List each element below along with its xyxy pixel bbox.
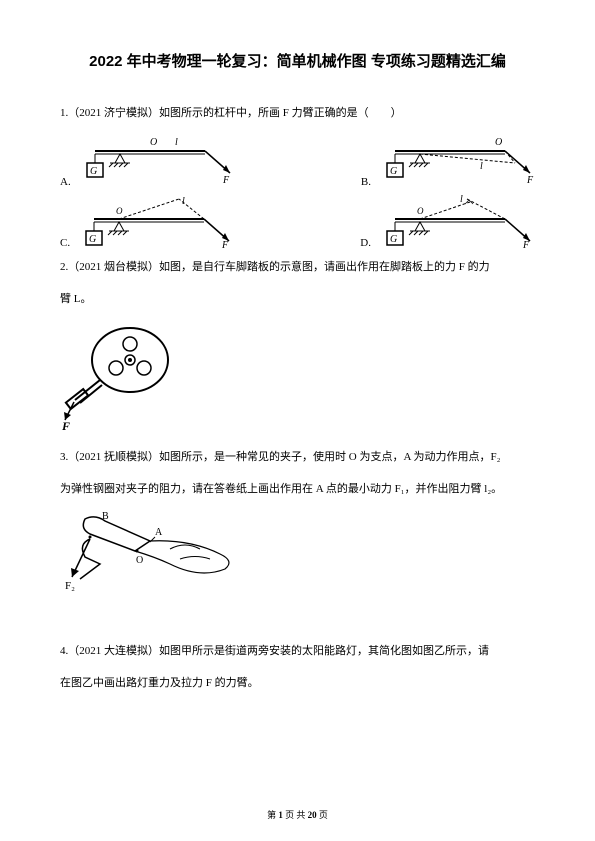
svg-text:O: O [150,137,157,148]
svg-text:l: l [480,161,483,172]
svg-text:G: G [89,234,96,245]
q1-diagram-d: G F l O [375,194,535,249]
svg-text:F₂: F₂ [65,580,75,592]
q1-options-row1: A. O l G F [60,133,535,188]
q3-diagram: F₂ B A O [60,509,535,609]
page-title: 2022 年中考物理一轮复习：简单机械作图 专项练习题精选汇编 [60,50,535,71]
q1-diagram-a: O l G F [75,133,235,188]
q1-option-b: B. G O F [361,133,535,188]
svg-text:B: B [102,511,109,522]
svg-text:G: G [390,166,397,177]
q2-diagram: F [60,320,535,430]
svg-text:O: O [495,137,502,148]
q1-option-c: C. G F [60,194,234,249]
svg-text:G: G [390,234,397,245]
q2-text1: 2.（2021 烟台模拟）如图，是自行车脚踏板的示意图，请画出作用在脚踏板上的力… [60,255,535,279]
svg-text:F: F [61,419,70,430]
svg-text:A: A [155,527,163,538]
q1-text: 1.（2021 济宁模拟）如图所示的杠杆中，所画 F 力臂正确的是（ ） [60,101,535,125]
q4-text2: 在图乙中画出路灯重力及拉力 F 的力臂。 [60,671,535,695]
q1-label-b: B. [361,176,371,188]
q1-label-d: D. [360,237,371,249]
svg-text:l: l [460,194,463,205]
svg-text:O: O [417,206,424,216]
svg-text:O: O [136,555,143,566]
q1-diagram-b: G O F l [375,133,535,188]
page-footer: 第 1 页 共 20 页 [0,808,595,821]
q1-diagram-c: G F l O [74,194,234,249]
svg-text:l: l [175,137,178,148]
q4-text1: 4.（2021 大连模拟）如图甲所示是街道两旁安装的太阳能路灯，其简化图如图乙所… [60,639,535,663]
q2-text2: 臂 L。 [60,287,535,311]
q3-text2: 为弹性钢圈对夹子的阻力，请在答卷纸上画出作用在 A 点的最小动力 F₁，并作出阻… [60,477,535,501]
q1-option-d: D. G F [360,194,535,249]
svg-text:F: F [222,175,230,186]
svg-text:l: l [182,196,185,207]
svg-text:O: O [116,206,123,216]
q3-text1: 3.（2021 抚顺模拟）如图所示，是一种常见的夹子，使用时 O 为支点，A 为… [60,445,535,469]
svg-text:F: F [526,175,534,186]
q1-options-row2: C. G F [60,194,535,249]
q1-label-a: A. [60,176,71,188]
svg-text:F: F [522,240,530,249]
svg-text:G: G [90,166,97,177]
svg-text:F: F [221,240,229,249]
q1-option-a: A. O l G F [60,133,235,188]
q1-label-c: C. [60,237,70,249]
